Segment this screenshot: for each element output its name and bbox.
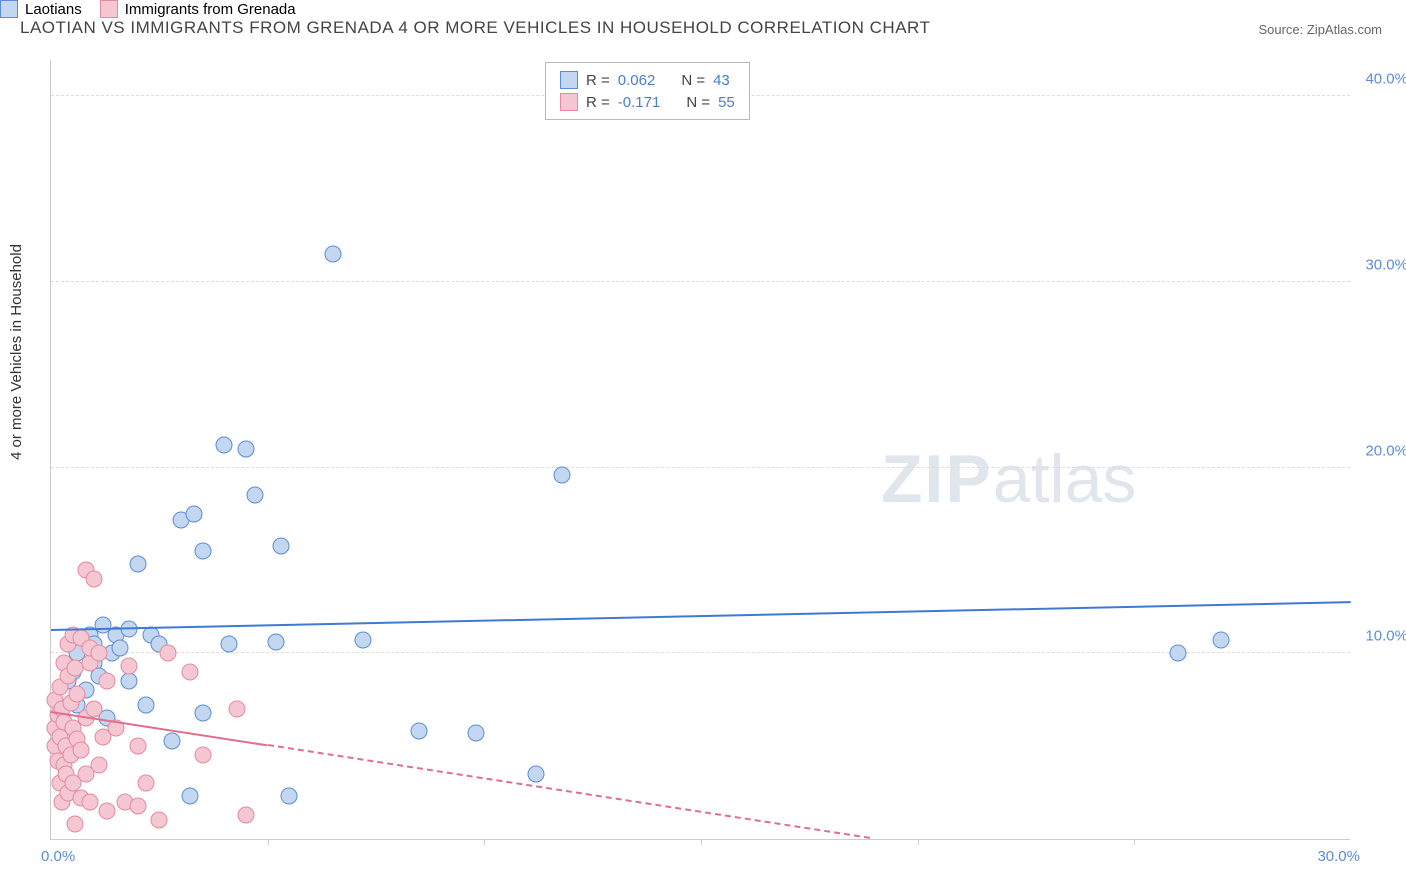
legend-label: Laotians (25, 1, 82, 18)
n-value: 43 (713, 72, 730, 89)
trend-line (51, 601, 1351, 631)
series-legend: Laotians Immigrants from Grenada (0, 0, 1406, 18)
data-point (194, 543, 211, 560)
data-point (99, 673, 116, 690)
data-point (138, 775, 155, 792)
data-point (129, 738, 146, 755)
data-point (1169, 645, 1186, 662)
data-point (82, 793, 99, 810)
legend-swatch (0, 0, 18, 18)
legend-swatch (100, 0, 118, 18)
x-tick (918, 839, 919, 845)
data-point (121, 658, 138, 675)
data-point (121, 673, 138, 690)
x-tick (268, 839, 269, 845)
n-label: N = (686, 94, 710, 111)
data-point (160, 645, 177, 662)
data-point (281, 788, 298, 805)
r-label: R = (586, 94, 610, 111)
data-point (268, 634, 285, 651)
x-axis-min-label: 0.0% (41, 848, 75, 865)
r-value: -0.171 (618, 94, 661, 111)
data-point (467, 725, 484, 742)
n-value: 55 (718, 94, 735, 111)
data-point (216, 437, 233, 454)
legend-item: Laotians (0, 0, 82, 18)
data-point (194, 704, 211, 721)
x-axis-max-label: 30.0% (1317, 848, 1360, 865)
data-point (229, 701, 246, 718)
legend-label: Immigrants from Grenada (125, 1, 296, 18)
scatter-plot-area: ZIPatlas 10.0%20.0%30.0%40.0%0.0%30.0% (50, 60, 1350, 840)
r-value: 0.062 (618, 72, 656, 89)
data-point (151, 812, 168, 829)
watermark-text: ZIPatlas (881, 440, 1136, 518)
x-tick (1134, 839, 1135, 845)
data-point (528, 766, 545, 783)
data-point (69, 686, 86, 703)
data-point (411, 723, 428, 740)
y-tick-label: 30.0% (1365, 256, 1406, 273)
n-label: N = (681, 72, 705, 89)
data-point (1213, 632, 1230, 649)
data-point (194, 747, 211, 764)
y-tick-label: 40.0% (1365, 71, 1406, 88)
legend-swatch (560, 71, 578, 89)
gridline (51, 467, 1350, 468)
chart-title: LAOTIAN VS IMMIGRANTS FROM GRENADA 4 OR … (20, 18, 930, 38)
r-label: R = (586, 72, 610, 89)
data-point (73, 741, 90, 758)
data-point (90, 756, 107, 773)
x-tick (701, 839, 702, 845)
source-credit: Source: ZipAtlas.com (1258, 22, 1382, 37)
y-axis-title: 4 or more Vehicles in Household (8, 244, 25, 460)
data-point (99, 803, 116, 820)
y-tick-label: 10.0% (1365, 628, 1406, 645)
stats-row: R = -0.171 N = 55 (560, 91, 735, 113)
data-point (238, 806, 255, 823)
data-point (181, 663, 198, 680)
gridline (51, 281, 1350, 282)
data-point (238, 441, 255, 458)
trend-line (268, 744, 870, 839)
data-point (220, 636, 237, 653)
legend-item: Immigrants from Grenada (100, 0, 296, 18)
data-point (164, 732, 181, 749)
data-point (554, 467, 571, 484)
data-point (129, 797, 146, 814)
data-point (186, 506, 203, 523)
data-point (90, 645, 107, 662)
data-point (272, 537, 289, 554)
legend-swatch (560, 93, 578, 111)
data-point (112, 639, 129, 656)
data-point (129, 556, 146, 573)
data-point (246, 487, 263, 504)
x-tick (484, 839, 485, 845)
data-point (324, 246, 341, 263)
data-point (66, 816, 83, 833)
y-tick-label: 20.0% (1365, 442, 1406, 459)
data-point (355, 632, 372, 649)
stats-legend: R =0.062N =43R =-0.171N =55 (545, 62, 750, 120)
data-point (86, 571, 103, 588)
data-point (138, 697, 155, 714)
data-point (181, 788, 198, 805)
stats-row: R = 0.062 N = 43 (560, 69, 735, 91)
data-point (86, 701, 103, 718)
gridline (51, 652, 1350, 653)
